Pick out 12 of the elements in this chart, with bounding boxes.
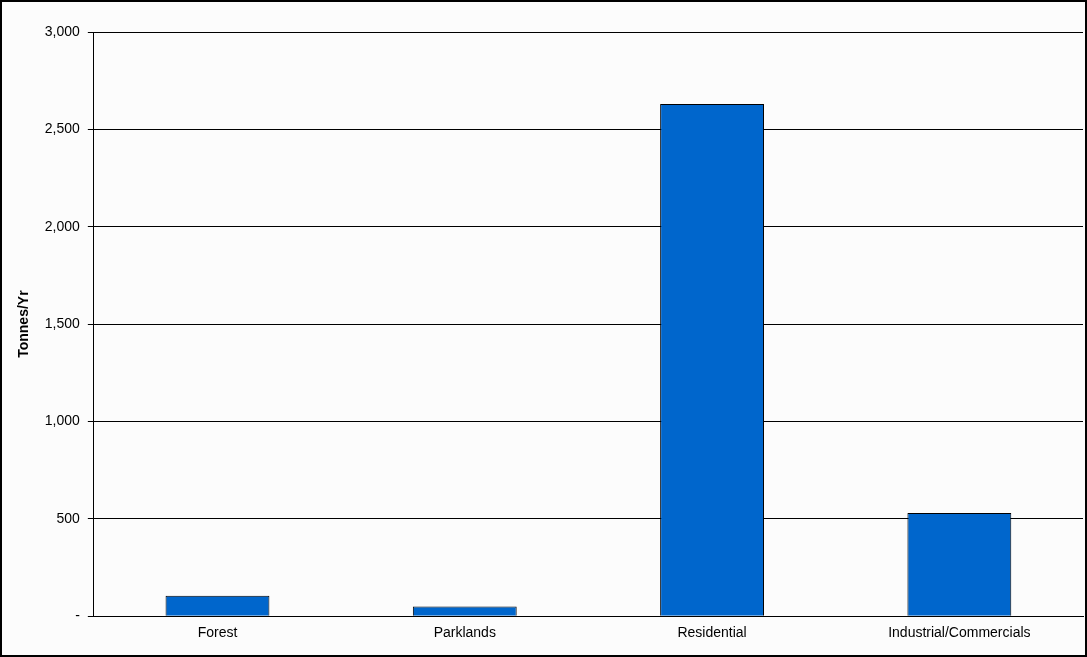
x-tick-label: Forest: [197, 624, 238, 641]
y-tick-label: 1,000: [44, 412, 81, 429]
x-tick-label: Residential: [677, 624, 747, 641]
y-axis-title: Tonnes/Yr: [15, 289, 32, 358]
y-tick-label: 2,500: [44, 120, 81, 137]
y-tick-label: 2,000: [44, 217, 81, 234]
y-tick-label: 500: [56, 509, 81, 526]
x-tick-label: Parklands: [433, 624, 496, 641]
y-tick-label: -: [75, 607, 81, 624]
x-tick-label: Industrial/Commercials: [888, 624, 1031, 641]
y-tick-label: 3,000: [44, 22, 81, 39]
y-tick-label: 1,500: [44, 314, 81, 331]
